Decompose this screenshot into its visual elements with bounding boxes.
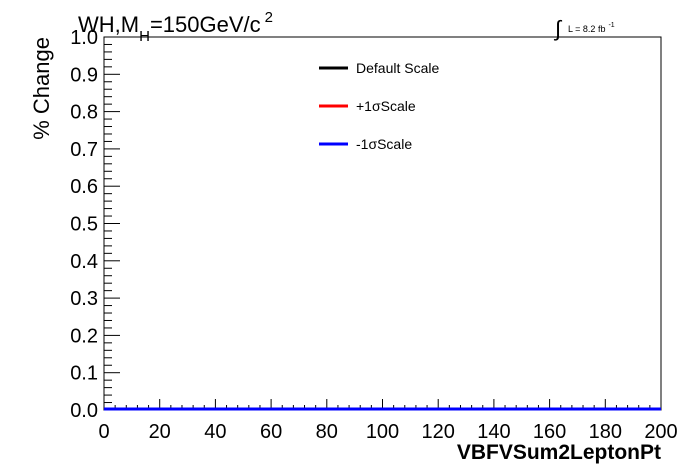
x-tick-label: 100 [366, 421, 399, 443]
y-tick-label: 0.5 [70, 214, 98, 236]
y-tick-label: 0.7 [70, 139, 98, 161]
y-tick-label: 0.8 [70, 102, 98, 124]
legend-label: Default Scale [356, 60, 439, 76]
x-axis-label: VBFVSum2LeptonPt [457, 441, 661, 464]
lumi-label: L = 8.2 fb -1 [568, 22, 615, 34]
lumi-integral: ∫ [553, 16, 563, 41]
x-tick-label: 200 [644, 421, 677, 443]
x-tick-label: 60 [260, 421, 282, 443]
y-tick-label: 0.1 [70, 363, 98, 385]
y-tick-label: 0.9 [70, 64, 98, 86]
y-tick-label: 0.4 [70, 251, 98, 273]
y-tick-label: 0.6 [70, 176, 98, 198]
chart-title-rest: =150GeV/c [150, 12, 261, 37]
x-tick-label: 140 [477, 421, 510, 443]
x-tick-label: 0 [98, 421, 109, 443]
lumi-text: L = 8.2 fb [568, 24, 605, 34]
y-tick-label: 0.2 [70, 325, 98, 347]
legend-label: -1σScale [356, 136, 412, 152]
chart-title: WH,MH=150GeV/c 2 [78, 9, 273, 45]
legend-label: +1σScale [356, 98, 416, 114]
x-tick-label: 160 [533, 421, 566, 443]
x-tick-label: 20 [149, 421, 171, 443]
chart-title-superscript: 2 [265, 9, 273, 26]
y-tick-label: 1.0 [70, 27, 98, 49]
y-axis: 0.0 0.1 0.2 0.3 0.4 0.5 0.6 0.7 0.8 0.9 1.0 [70, 27, 120, 422]
chart-title-main: WH,M [78, 12, 139, 37]
lumi-superscript: -1 [608, 22, 614, 29]
x-axis: 0 20 40 60 80 100 120 140 160 180 200 [98, 399, 678, 443]
x-tick-label: 40 [204, 421, 226, 443]
x-tick-label: 120 [422, 421, 455, 443]
x-tick-label: 80 [316, 421, 338, 443]
y-axis-label: % Change [29, 37, 54, 140]
y-tick-label: 0.0 [70, 400, 98, 422]
x-tick-label: 180 [589, 421, 622, 443]
y-tick-label: 0.3 [70, 288, 98, 310]
plot-frame [103, 36, 662, 411]
legend: Default Scale +1σScale -1σScale [319, 60, 439, 152]
